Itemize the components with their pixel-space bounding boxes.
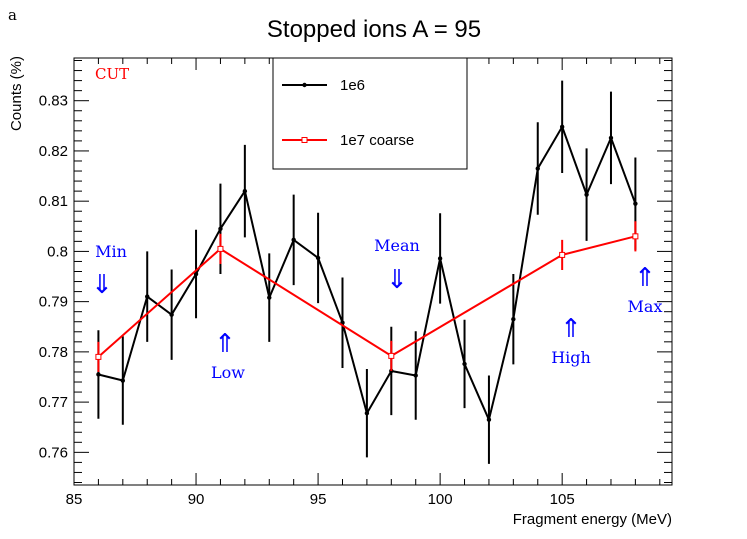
annotation-low: ⇑ Low bbox=[211, 329, 245, 382]
series-1e7-coarse-point bbox=[217, 245, 224, 252]
series-1e6-point bbox=[486, 417, 492, 422]
series-1e6-point bbox=[193, 271, 199, 277]
series-1e6-point bbox=[218, 226, 223, 231]
series-1e6 bbox=[96, 80, 638, 464]
series-1e6-point bbox=[364, 410, 370, 416]
series-1e6-point bbox=[291, 237, 296, 243]
up-arrow-icon: ⇑ bbox=[560, 314, 582, 344]
y-tick-label: 0.8 bbox=[47, 243, 68, 260]
y-tick-label: 0.83 bbox=[39, 93, 68, 110]
series-1e6-point bbox=[584, 192, 589, 197]
y-tick-label: 0.82 bbox=[39, 143, 68, 160]
series-1e7-coarse-line bbox=[97, 235, 636, 358]
annotation-max: ⇑ Max bbox=[628, 263, 663, 316]
x-tick-label: 95 bbox=[310, 491, 327, 508]
series-1e6-point bbox=[242, 188, 248, 194]
low-label: Low bbox=[211, 363, 245, 382]
series-1e6-point bbox=[462, 361, 467, 367]
series-1e7-coarse bbox=[95, 221, 639, 372]
x-tick-label: 105 bbox=[550, 491, 575, 508]
series-1e6-point bbox=[413, 373, 418, 378]
x-tick-label: 85 bbox=[66, 491, 83, 508]
y-tick-label: 0.78 bbox=[39, 344, 68, 361]
series-1e7-coarse-point bbox=[559, 251, 566, 258]
legend-label-1e7: 1e7 coarse bbox=[340, 132, 414, 149]
legend: 1e6 1e7 coarse bbox=[272, 57, 468, 170]
chart-title: Stopped ions A = 95 bbox=[267, 16, 481, 43]
high-label: High bbox=[551, 348, 591, 367]
series-1e6-point bbox=[511, 317, 516, 322]
series-1e6-point bbox=[169, 312, 174, 317]
y-tick-label: 0.79 bbox=[39, 294, 68, 311]
x-axis-title: Fragment energy (MeV) bbox=[513, 511, 672, 528]
up-arrow-icon: ⇑ bbox=[634, 263, 656, 293]
series-1e6-point bbox=[608, 135, 614, 141]
annotation-high: ⇑ High bbox=[551, 314, 591, 367]
series-layer bbox=[95, 80, 639, 464]
series-1e7-coarse-point bbox=[388, 352, 395, 359]
legend-marker-1e7 bbox=[301, 137, 308, 143]
cut-label: CUT bbox=[95, 65, 129, 83]
min-label: Min bbox=[95, 242, 127, 261]
y-axis: 0.76 0.77 0.78 0.79 0.8 0.81 0.82 0.83 bbox=[39, 60, 672, 483]
series-1e6-point bbox=[559, 124, 565, 130]
series-1e6-point bbox=[145, 294, 150, 299]
panel-label: a bbox=[8, 6, 17, 24]
down-arrow-icon: ⇓ bbox=[91, 270, 113, 300]
legend-label-1e6: 1e6 bbox=[340, 77, 365, 94]
annotation-min: Min ⇓ bbox=[91, 242, 127, 300]
annotation-mean: Mean ⇓ bbox=[374, 236, 420, 295]
series-1e6-point bbox=[437, 256, 443, 261]
mean-label: Mean bbox=[374, 236, 420, 255]
y-tick-label: 0.76 bbox=[39, 444, 68, 461]
series-1e6-point bbox=[535, 166, 540, 171]
legend-marker-1e6 bbox=[302, 82, 307, 88]
max-label: Max bbox=[628, 297, 663, 316]
series-1e6-point bbox=[120, 378, 126, 383]
series-1e7-coarse-point bbox=[95, 353, 102, 360]
series-1e6-point bbox=[96, 372, 101, 377]
y-tick-label: 0.77 bbox=[39, 394, 68, 411]
up-arrow-icon: ⇑ bbox=[214, 329, 236, 359]
series-1e7-coarse-point bbox=[632, 233, 639, 240]
legend-box bbox=[272, 57, 468, 170]
y-tick-label: 0.81 bbox=[39, 193, 68, 210]
series-1e6-point bbox=[633, 201, 638, 206]
down-arrow-icon: ⇓ bbox=[386, 265, 408, 295]
series-1e6-point bbox=[267, 295, 272, 300]
series-1e6-point bbox=[315, 255, 321, 261]
x-tick-label: 100 bbox=[428, 491, 453, 508]
y-axis-title: Counts (%) bbox=[8, 56, 25, 131]
x-tick-label: 90 bbox=[188, 491, 205, 508]
